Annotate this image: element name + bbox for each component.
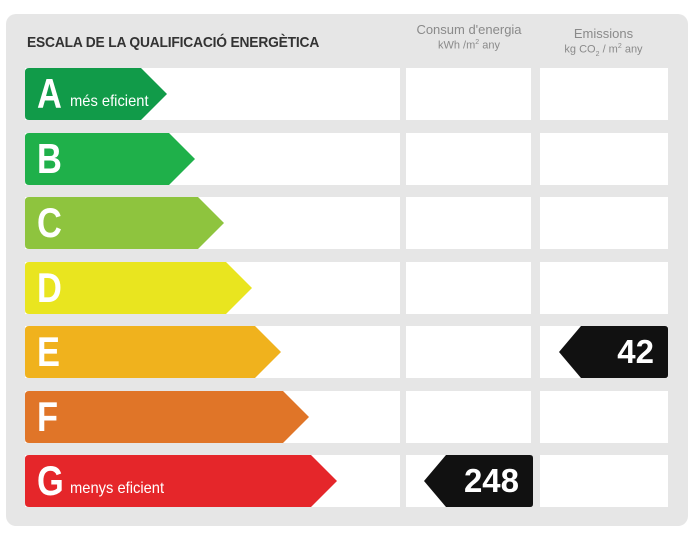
rating-arrow-fill xyxy=(25,68,167,120)
rating-arrow-shape xyxy=(25,197,224,249)
rating-letter: B xyxy=(37,135,62,182)
emissions-unit: kg CO2 / m2 any xyxy=(564,43,643,58)
emissions-value-marker: 42 xyxy=(559,326,668,378)
rating-arrow-b: B xyxy=(25,133,195,185)
rating-arrow-f: F xyxy=(25,391,309,443)
rating-arrow-fill xyxy=(25,326,281,378)
consum-value-marker: 248 xyxy=(424,455,533,507)
consum-cell xyxy=(406,326,531,378)
consum-cell xyxy=(406,262,531,314)
rating-arrow-fill xyxy=(25,262,252,314)
rating-letter: A xyxy=(37,70,62,117)
rating-arrow-c: C xyxy=(25,197,224,249)
rating-letter: F xyxy=(37,393,59,440)
rating-arrow-e: E xyxy=(25,326,281,378)
rating-arrow-fill xyxy=(25,133,195,185)
rating-arrow-shape xyxy=(25,68,167,120)
consum-unit: kWh /m2 any xyxy=(438,39,500,52)
consum-cell xyxy=(406,133,531,185)
emissions-value: 42 xyxy=(617,333,654,370)
emissions-cell xyxy=(540,455,668,507)
emissions-cell xyxy=(540,262,668,314)
consum-marker-shape xyxy=(424,455,533,507)
rating-letter: G xyxy=(37,457,64,504)
rating-arrow-shape xyxy=(25,326,281,378)
emissions-label: Emissions xyxy=(573,26,634,41)
consum-cell xyxy=(406,197,531,249)
rating-arrow-fill xyxy=(25,455,337,507)
rating-arrow-d: D xyxy=(25,262,252,314)
rating-arrow-shape xyxy=(25,455,337,507)
rating-sublabel: menys eficient xyxy=(70,480,165,497)
consum-cell xyxy=(406,391,531,443)
emissions-cell xyxy=(540,68,668,120)
emissions-marker-shape xyxy=(559,326,668,378)
consum-label: Consum d'energia xyxy=(416,22,522,37)
emissions-cell xyxy=(540,197,668,249)
consum-value: 248 xyxy=(463,462,519,499)
emissions-cell xyxy=(540,391,668,443)
rating-letter: C xyxy=(37,199,62,246)
consum-cell xyxy=(406,68,531,120)
rating-letter: E xyxy=(37,328,60,375)
consum-column-header: Consum d'energia kWh /m2 any xyxy=(404,22,534,52)
rating-letter: D xyxy=(37,264,62,311)
rating-arrow-shape xyxy=(25,133,195,185)
emissions-cell xyxy=(540,133,668,185)
rating-sublabel: més eficient xyxy=(70,93,149,110)
rating-arrow-fill xyxy=(25,391,309,443)
emissions-column-header: Emissions kg CO2 / m2 any xyxy=(537,26,670,58)
rating-arrow-fill xyxy=(25,197,224,249)
rating-arrow-shape xyxy=(25,262,252,314)
scale-title: ESCALA DE LA QUALIFICACIÓ ENERGÈTICA xyxy=(27,34,320,51)
rating-arrow-shape xyxy=(25,391,309,443)
